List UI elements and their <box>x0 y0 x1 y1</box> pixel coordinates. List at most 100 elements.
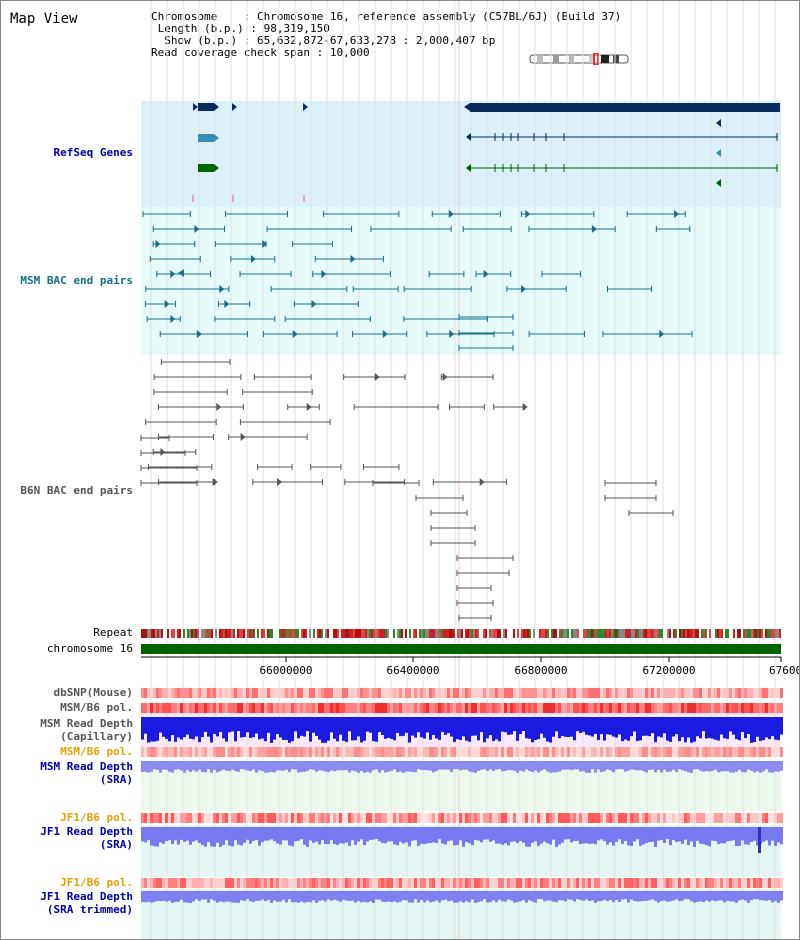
repeat-segment <box>331 629 333 638</box>
msm-capillary-depth-bar <box>747 717 750 735</box>
repeat-segment <box>321 629 323 638</box>
jf1-trimmed-depth-bar <box>693 891 696 903</box>
track-label-jf1-depth[interactable]: JF1 Read Depth <box>40 825 133 838</box>
msm-capillary-depth-bar <box>675 717 678 735</box>
msm-sra-depth-bar <box>393 761 396 770</box>
msm-pol-cell <box>345 703 348 713</box>
jf1-pol-cell <box>147 813 150 823</box>
jf1-pol-2-cell <box>228 878 231 888</box>
track-label-msm-depth-capillary[interactable]: MSM Read Depth <box>40 717 133 730</box>
bac-end-arrow <box>219 285 225 293</box>
bac-end-arrow <box>178 269 184 277</box>
jf1-pol-2-cell <box>363 878 366 888</box>
jf1-sra-depth-bar <box>732 827 735 841</box>
jf1-trimmed-depth-bar <box>645 891 648 901</box>
dbsnp-density-cell <box>684 688 687 698</box>
jf1-pol-2-cell <box>315 878 318 888</box>
msm-pol-2-cell <box>432 747 435 757</box>
jf1-sra-depth-bar <box>183 827 186 842</box>
track-label-msm-pol-1[interactable]: MSM/B6 pol. <box>60 701 133 714</box>
jf1-pol-cell <box>156 813 159 823</box>
msm-pol-cell <box>282 703 285 713</box>
jf1-pol-2-cell <box>591 878 594 888</box>
jf1-pol-2-cell <box>186 878 189 888</box>
jf1-pol-cell <box>426 813 429 823</box>
repeat-segment <box>201 629 203 638</box>
msm-capillary-depth-bar <box>258 717 261 740</box>
dbsnp-density-cell <box>198 688 201 698</box>
msm-pol-2-cell <box>225 747 228 757</box>
msm-sra-depth-bar <box>573 761 576 770</box>
track-label-msm-pol-2[interactable]: MSM/B6 pol. <box>60 745 133 758</box>
msm-pol-cell <box>555 703 558 713</box>
track-label-jf1-pol-1[interactable]: JF1/B6 pol. <box>60 811 133 824</box>
track-label-repeat[interactable]: Repeat <box>93 626 133 639</box>
track-label-dbsnp[interactable]: dbSNP(Mouse) <box>53 686 133 699</box>
track-label-refseq[interactable]: RefSeq Genes <box>53 146 133 159</box>
msm-pol-cell <box>165 703 168 713</box>
jf1-pol-2-cell <box>234 878 237 888</box>
jf1-pol-2-cell <box>507 878 510 888</box>
repeat-segment <box>291 629 293 638</box>
jf1-sra-depth-bar <box>147 827 150 841</box>
jf1-sra-depth-bar <box>237 827 240 845</box>
msm-capillary-depth-bar <box>678 717 681 742</box>
jf1-trimmed-depth-bar <box>525 891 528 903</box>
jf1-sra-depth-bar <box>684 827 687 840</box>
jf1-sra-depth-bar <box>219 827 222 847</box>
chromosome-ideogram[interactable] <box>529 53 631 65</box>
track-label-jf1-pol-2[interactable]: JF1/B6 pol. <box>60 876 133 889</box>
track-label-msm-bac[interactable]: MSM BAC end pairs <box>20 274 133 287</box>
msm-capillary-depth-bar <box>441 717 444 732</box>
jf1-sra-depth-bar <box>201 827 204 845</box>
msm-pol-cell <box>732 703 735 713</box>
msm-pol-cell <box>645 703 648 713</box>
track-label-chromosome[interactable]: chromosome 16 <box>46 642 133 655</box>
msm-pol-2-cell <box>354 747 357 757</box>
msm-pol-cell <box>648 703 651 713</box>
jf1-pol-cell <box>363 813 366 823</box>
repeat-segment <box>687 629 689 638</box>
repeat-segment <box>151 629 153 638</box>
msm-capillary-depth-bar <box>288 717 291 743</box>
track-label-jf1-depth-trimmed[interactable]: JF1 Read Depth <box>40 890 133 903</box>
repeat-segment <box>227 629 229 638</box>
jf1-pol-cell <box>504 813 507 823</box>
msm-sra-depth-bar <box>672 761 675 770</box>
repeat-segment <box>389 629 391 638</box>
msm-pol-2-cell <box>564 747 567 757</box>
track-label-b6n-bac[interactable]: B6N BAC end pairs <box>20 484 133 497</box>
msm-sra-depth-bar <box>567 761 570 770</box>
jf1-pol-cell <box>690 813 693 823</box>
axis-tick-label: 66800000 <box>515 664 568 677</box>
msm-pol-2-cell <box>732 747 735 757</box>
msm-pol-2-cell <box>696 747 699 757</box>
msm-sra-depth-bar <box>159 761 162 773</box>
msm-capillary-depth-bar <box>540 717 543 734</box>
jf1-sra-depth-bar <box>285 827 288 841</box>
track-label-msm-depth-sra[interactable]: MSM Read Depth <box>40 760 133 773</box>
msm-capillary-depth-bar <box>624 717 627 740</box>
msm-capillary-depth-bar <box>543 717 546 738</box>
jf1-sra-depth-bar <box>228 827 231 846</box>
msm-sra-depth-bar <box>471 761 474 773</box>
jf1-trimmed-depth-bar <box>621 891 624 900</box>
repeat-segment <box>403 629 405 638</box>
msm-sra-depth-bar <box>609 761 612 771</box>
jf1-trimmed-depth-bar <box>762 891 765 901</box>
msm-capillary-depth-bar <box>519 717 522 734</box>
jf1-pol-2-cell <box>645 878 648 888</box>
jf1-trimmed-depth-bar <box>396 891 399 903</box>
repeat-segment <box>685 629 687 638</box>
repeat-segment <box>271 629 273 638</box>
jf1-sra-depth-bar <box>675 827 678 842</box>
jf1-pol-cell <box>381 813 384 823</box>
msm-pol-cell <box>390 703 393 713</box>
msm-pol-cell <box>663 703 666 713</box>
jf1-pol-cell <box>471 813 474 823</box>
jf1-trimmed-depth-bar <box>570 891 573 900</box>
msm-pol-cell <box>384 703 387 713</box>
repeat-segment <box>237 629 239 638</box>
repeat-segment <box>495 629 497 638</box>
